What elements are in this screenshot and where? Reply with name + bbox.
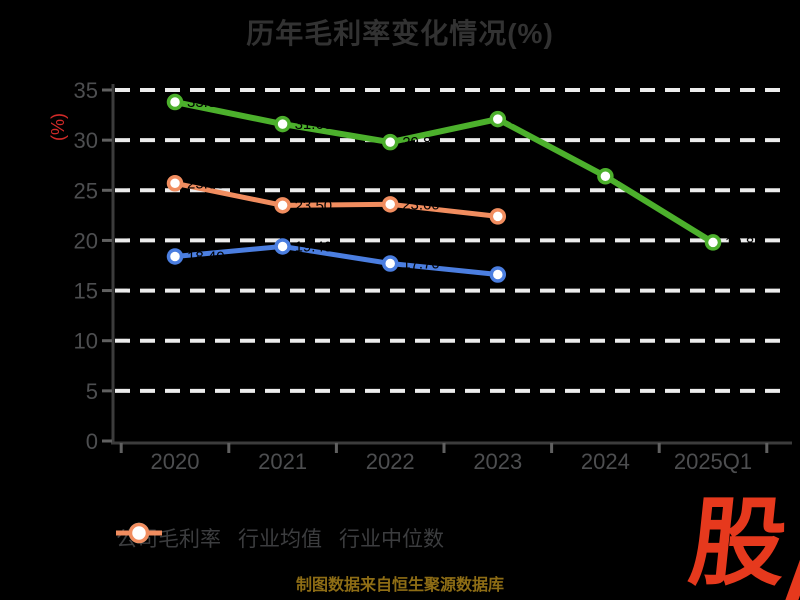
data-point-company-gross-margin[interactable] xyxy=(381,133,399,151)
series-line-industry-median xyxy=(172,180,501,219)
data-point-company-gross-margin[interactable] xyxy=(704,234,722,251)
y-tick-label: 35 xyxy=(74,78,98,103)
legend: 公司毛利率 行业均值 行业中位数 xyxy=(116,521,444,555)
value-label-industry-median: 23.60 xyxy=(402,196,440,213)
data-point-company-gross-margin[interactable] xyxy=(166,93,184,111)
data-point-industry-median[interactable] xyxy=(381,196,399,213)
value-label-industry-average: 16.60 xyxy=(510,267,548,284)
value-label-industry-median: 22.40 xyxy=(510,208,548,225)
x-tick-label: 2022 xyxy=(366,449,415,474)
data-point-industry-average[interactable] xyxy=(274,238,291,255)
value-label-company-gross-margin: 19.80 xyxy=(725,234,763,251)
x-tick-label: 2024 xyxy=(581,449,630,474)
x-tick-label: 2025Q1 xyxy=(674,449,752,474)
y-tick-label: 5 xyxy=(86,379,98,404)
value-label-company-gross-margin: 31.60 xyxy=(295,116,333,133)
value-label-company-gross-margin: 33.80 xyxy=(187,94,225,111)
data-point-industry-median[interactable] xyxy=(166,175,184,192)
data-point-industry-average[interactable] xyxy=(166,248,184,265)
value-label-industry-average: 18.40 xyxy=(187,248,225,265)
legend-label: 行业中位数 xyxy=(339,528,444,551)
legend-item-industry-average[interactable]: 行业均值 xyxy=(116,522,322,553)
value-label-industry-median: 25.70 xyxy=(187,175,225,192)
chart-title: 历年毛利率变化情况(%) xyxy=(246,18,554,49)
legend-marker-industry-median xyxy=(116,522,162,544)
y-tick-label: 10 xyxy=(74,329,98,354)
data-point-industry-average[interactable] xyxy=(381,255,399,272)
series-line-industry-average xyxy=(172,243,501,278)
data-point-company-gross-margin[interactable] xyxy=(597,167,614,185)
y-tick-label: 30 xyxy=(74,128,98,153)
data-point-industry-median[interactable] xyxy=(489,208,507,225)
legend-item-industry-median[interactable]: 行业中位数 xyxy=(116,522,444,553)
y-tick-label: 25 xyxy=(74,178,98,203)
y-tick-label: 20 xyxy=(74,228,98,253)
data-point-industry-average[interactable] xyxy=(489,266,507,283)
data-point-company-gross-margin[interactable] xyxy=(489,110,507,128)
x-tick-label: 2021 xyxy=(258,449,307,474)
value-label-industry-median: 23.50 xyxy=(295,197,333,214)
legend-label: 行业均值 xyxy=(238,528,322,551)
data-point-company-gross-margin[interactable] xyxy=(274,115,291,133)
x-tick-label: 2023 xyxy=(473,449,522,474)
value-label-industry-average: 19.40 xyxy=(295,238,333,255)
series-line-company-gross-margin xyxy=(172,99,716,246)
value-label-company-gross-margin: 29.80 xyxy=(402,134,440,151)
value-label-company-gross-margin: 26.40 xyxy=(617,168,655,185)
y-tick-label: 0 xyxy=(86,429,98,454)
value-label-industry-average: 17.70 xyxy=(402,255,440,272)
y-axis-name: (%) xyxy=(48,113,68,141)
y-tick-label: 15 xyxy=(74,279,98,304)
value-label-company-gross-margin: 32.10 xyxy=(510,111,548,128)
data-source-note: 制图数据来自恒生聚源数据库 xyxy=(295,577,504,594)
data-point-industry-median[interactable] xyxy=(274,197,291,214)
x-tick-label: 2020 xyxy=(151,449,200,474)
brand-logo: 股 xyxy=(684,490,792,597)
